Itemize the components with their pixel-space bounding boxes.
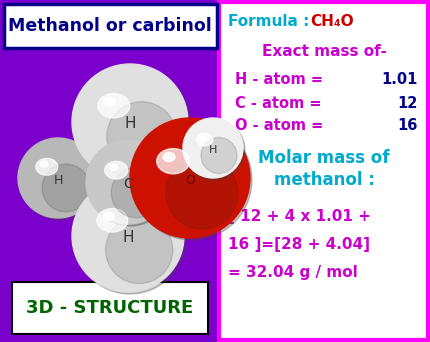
Circle shape xyxy=(132,120,252,240)
Ellipse shape xyxy=(107,102,176,171)
Text: 16 ]=[28 + 4.04]: 16 ]=[28 + 4.04] xyxy=(227,237,369,251)
Text: H: H xyxy=(208,145,217,155)
Ellipse shape xyxy=(104,161,127,179)
Ellipse shape xyxy=(97,209,127,232)
Circle shape xyxy=(88,142,172,226)
Ellipse shape xyxy=(163,153,175,161)
Ellipse shape xyxy=(104,97,115,106)
Text: methanol :: methanol : xyxy=(273,171,374,189)
Text: H: H xyxy=(124,117,135,132)
Circle shape xyxy=(72,180,184,292)
Circle shape xyxy=(130,118,249,238)
Circle shape xyxy=(72,64,187,180)
Ellipse shape xyxy=(42,164,90,212)
Text: [ 12 + 4 x 1.01 +: [ 12 + 4 x 1.01 + xyxy=(227,209,370,224)
Text: O: O xyxy=(184,173,194,186)
Text: O - atom =: O - atom = xyxy=(234,118,328,133)
Text: 16: 16 xyxy=(397,118,417,133)
FancyBboxPatch shape xyxy=(4,4,216,48)
Text: Exact mass of-: Exact mass of- xyxy=(261,44,386,60)
Text: Molar mass of: Molar mass of xyxy=(258,149,389,167)
Ellipse shape xyxy=(109,164,117,170)
Ellipse shape xyxy=(166,157,237,229)
Text: C - atom =: C - atom = xyxy=(234,95,326,110)
Ellipse shape xyxy=(111,167,161,218)
Text: Methanol or carbinol: Methanol or carbinol xyxy=(8,17,212,35)
Ellipse shape xyxy=(196,133,212,146)
Ellipse shape xyxy=(200,137,237,173)
FancyBboxPatch shape xyxy=(12,282,208,334)
Ellipse shape xyxy=(98,94,129,118)
Circle shape xyxy=(20,140,100,220)
Circle shape xyxy=(184,120,244,180)
Ellipse shape xyxy=(199,135,205,140)
Circle shape xyxy=(18,138,98,218)
Circle shape xyxy=(74,66,190,182)
Text: CH₄O: CH₄O xyxy=(309,14,353,29)
Circle shape xyxy=(183,118,243,178)
Ellipse shape xyxy=(105,216,172,284)
Text: H: H xyxy=(53,173,62,186)
Ellipse shape xyxy=(40,161,48,167)
Text: Formula :: Formula : xyxy=(227,14,314,29)
Text: H: H xyxy=(122,231,133,246)
Ellipse shape xyxy=(36,158,58,175)
Text: = 32.04 g / mol: = 32.04 g / mol xyxy=(227,264,357,279)
FancyBboxPatch shape xyxy=(218,2,427,340)
Text: C: C xyxy=(123,177,132,191)
Text: H - atom =: H - atom = xyxy=(234,73,322,88)
Text: 12: 12 xyxy=(397,95,417,110)
Ellipse shape xyxy=(103,212,114,221)
Circle shape xyxy=(74,182,186,294)
Ellipse shape xyxy=(157,149,189,174)
Circle shape xyxy=(86,140,169,224)
Text: 3D - STRUCTURE: 3D - STRUCTURE xyxy=(26,299,193,317)
Text: 1.01: 1.01 xyxy=(381,73,417,88)
